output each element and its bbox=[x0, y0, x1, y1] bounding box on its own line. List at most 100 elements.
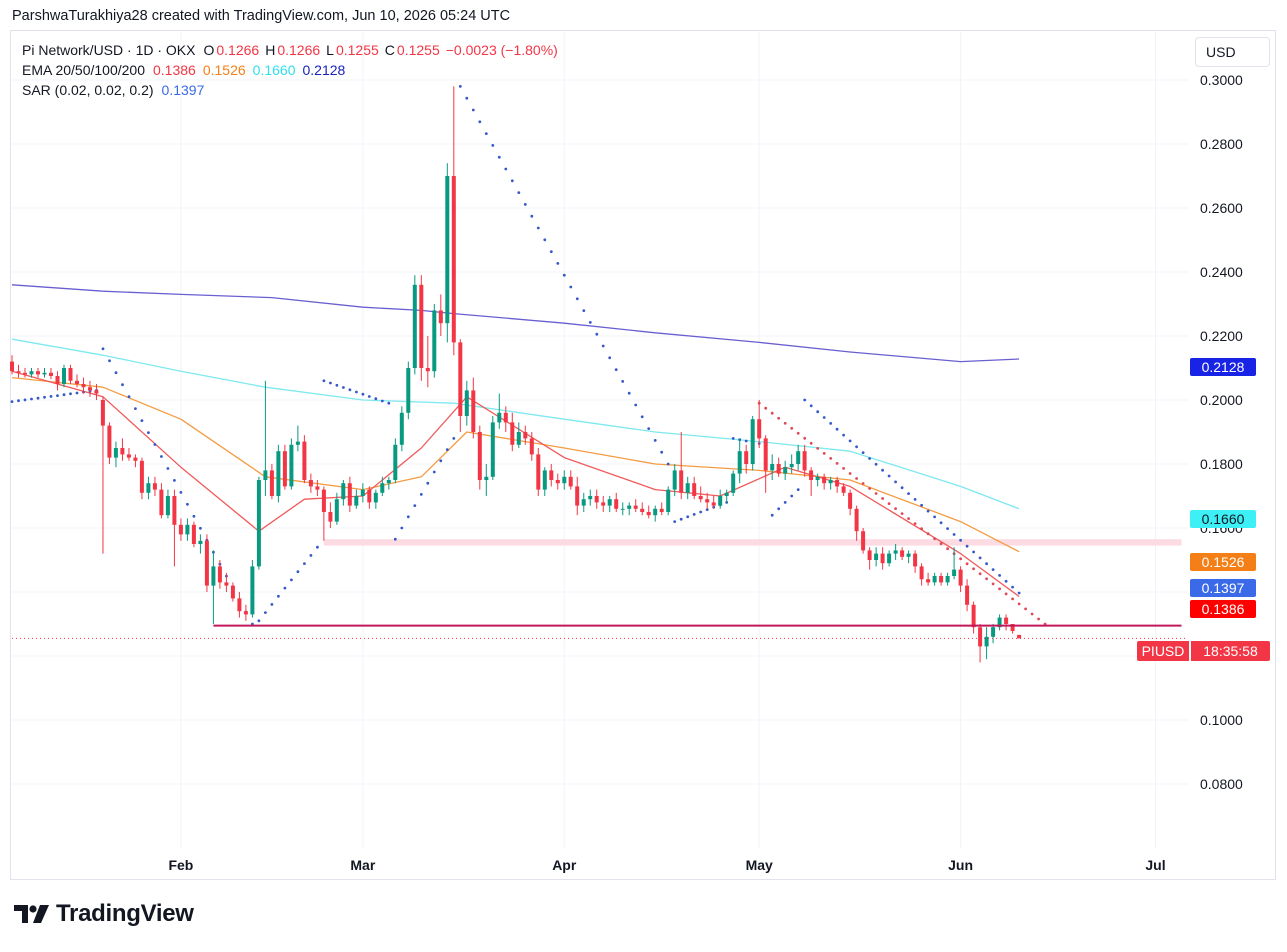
candle bbox=[568, 470, 573, 490]
sar-dot bbox=[1004, 592, 1008, 596]
sar-dot bbox=[10, 400, 14, 403]
candle bbox=[165, 489, 170, 519]
candle-body bbox=[49, 372, 53, 376]
sar-dot bbox=[569, 285, 573, 289]
legend-ema20: 0.1386 bbox=[153, 62, 196, 78]
candle bbox=[139, 457, 144, 500]
legend-ema200: 0.2128 bbox=[302, 62, 346, 78]
candle bbox=[425, 336, 430, 388]
sar-dot bbox=[439, 459, 443, 463]
candle-body bbox=[750, 419, 755, 464]
price-tick-label: 0.2200 bbox=[1200, 328, 1243, 344]
sar-dot bbox=[1004, 579, 1008, 583]
sar-dot bbox=[49, 395, 53, 398]
sar-dot bbox=[69, 392, 72, 396]
sar-dot bbox=[874, 462, 878, 466]
sar-dot bbox=[939, 542, 943, 546]
sar-dot bbox=[56, 394, 59, 397]
sar-dot bbox=[848, 472, 852, 475]
candle-body bbox=[984, 636, 989, 647]
candle-body bbox=[614, 499, 619, 509]
sar-dot bbox=[822, 416, 826, 419]
sar-dot bbox=[329, 381, 332, 385]
candle-body bbox=[679, 470, 684, 493]
candle bbox=[107, 422, 112, 464]
sar-dot bbox=[413, 504, 417, 507]
sar-dot bbox=[134, 407, 137, 410]
sar-dot bbox=[1017, 591, 1021, 595]
candle-body bbox=[289, 444, 294, 487]
legend-sar-label[interactable]: SAR (0.02, 0.02, 0.2) bbox=[22, 82, 154, 98]
sar-dot bbox=[920, 503, 923, 507]
sar-dot bbox=[621, 380, 625, 383]
candle bbox=[477, 425, 482, 490]
legend-low: 0.1255 bbox=[335, 42, 379, 58]
sar-dot bbox=[1011, 597, 1014, 601]
legend-o-label: O bbox=[203, 42, 215, 58]
ema200-price-tag: 0.2128 bbox=[1190, 358, 1256, 376]
candle-body bbox=[321, 489, 326, 512]
candle-body bbox=[276, 451, 281, 496]
candle-body bbox=[237, 598, 242, 612]
candle bbox=[412, 275, 417, 375]
candle bbox=[594, 489, 599, 509]
legend-l-label: L bbox=[326, 42, 334, 58]
sar-dot bbox=[510, 179, 514, 183]
candle bbox=[796, 444, 801, 471]
tradingview-brand[interactable]: TradingView bbox=[14, 900, 194, 928]
candle bbox=[711, 496, 716, 509]
candle-body bbox=[308, 480, 313, 487]
candle-body bbox=[711, 502, 716, 506]
candle-body bbox=[16, 371, 21, 373]
candle-body bbox=[646, 512, 651, 516]
legend-ema-label[interactable]: EMA 20/50/100/200 bbox=[22, 62, 145, 78]
candle-body bbox=[172, 496, 177, 525]
sar-dot bbox=[991, 568, 995, 571]
sar-dot bbox=[952, 533, 956, 536]
candle-body bbox=[113, 448, 118, 458]
sar-dot bbox=[426, 481, 430, 485]
legend-symbol[interactable]: Pi Network/USD · 1D · OKX bbox=[22, 42, 196, 58]
candle-body bbox=[328, 512, 333, 522]
sar-dot bbox=[419, 493, 423, 496]
symbol-price-tag: PIUSD bbox=[1137, 641, 1189, 661]
sar-dot bbox=[842, 467, 845, 470]
candle-body bbox=[945, 576, 950, 583]
candle bbox=[809, 467, 814, 496]
legend-ema[interactable]: EMA 20/50/100/200 0.1386 0.1526 0.1660 0.212… bbox=[22, 62, 347, 78]
candle bbox=[354, 489, 359, 509]
ema50-line bbox=[11, 376, 1020, 553]
candle-body bbox=[861, 531, 866, 551]
candle bbox=[321, 486, 326, 541]
candle bbox=[815, 473, 820, 487]
legend-ohlc[interactable]: Pi Network/USD · 1D · OKX O 0.1266 H 0.1266 L… bbox=[22, 42, 560, 58]
sar-dot bbox=[484, 132, 488, 136]
candle-body bbox=[373, 492, 378, 503]
sar-dot bbox=[686, 515, 690, 519]
candle bbox=[614, 492, 619, 512]
sar-dot bbox=[829, 422, 833, 425]
candle bbox=[243, 604, 248, 621]
sar-dot bbox=[627, 391, 631, 395]
candle bbox=[386, 476, 391, 490]
sar-dot bbox=[770, 411, 774, 415]
time-tick-label: Jun bbox=[948, 857, 973, 873]
candle-body bbox=[88, 387, 92, 391]
sar-dot bbox=[530, 214, 534, 218]
candle-body bbox=[913, 553, 918, 567]
candle bbox=[29, 368, 34, 378]
candle-body bbox=[581, 499, 586, 506]
candle-body bbox=[926, 579, 931, 583]
candle-body bbox=[204, 540, 209, 586]
sar-dot bbox=[283, 586, 287, 590]
candle bbox=[659, 502, 664, 516]
currency-selector[interactable]: USD bbox=[1195, 37, 1270, 67]
candle bbox=[633, 499, 638, 512]
candle bbox=[393, 438, 398, 484]
candle bbox=[978, 624, 983, 663]
candle bbox=[685, 476, 690, 500]
candle-body bbox=[250, 566, 255, 615]
legend-sar[interactable]: SAR (0.02, 0.02, 0.2) 0.1397 bbox=[22, 82, 206, 98]
sar-dot bbox=[926, 509, 930, 513]
